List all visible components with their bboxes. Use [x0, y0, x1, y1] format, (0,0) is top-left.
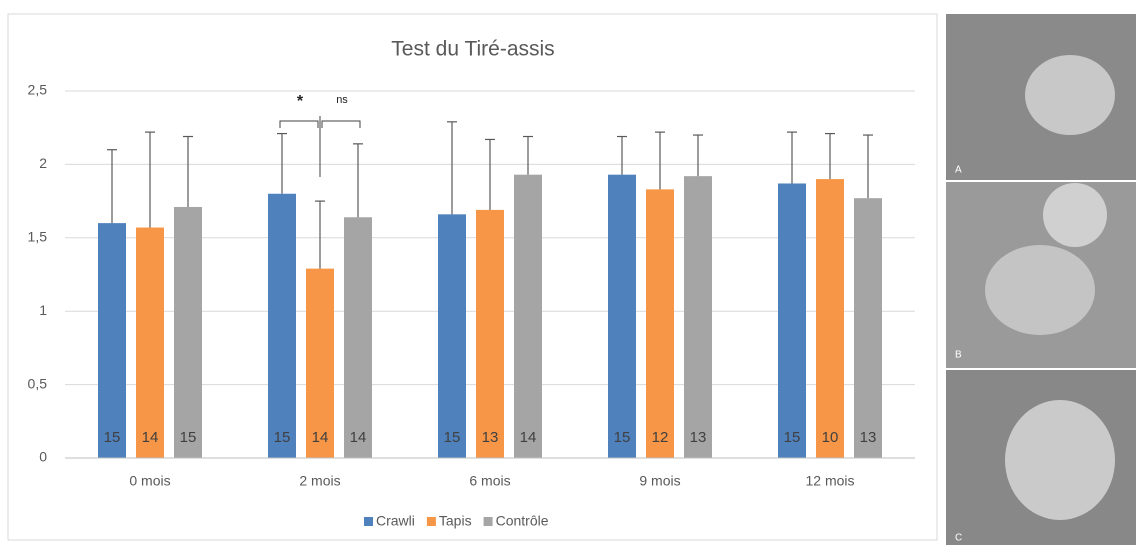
n-label: 15 — [614, 429, 631, 446]
photo-panel: A B C — [946, 14, 1136, 545]
annotation: * — [297, 93, 304, 110]
x-tick-label: 6 mois — [469, 473, 510, 489]
y-tick-label: 1,5 — [28, 229, 48, 245]
n-label: 14 — [350, 429, 367, 446]
bar — [608, 174, 636, 458]
y-tick-label: 1 — [39, 302, 47, 318]
legend-label: Crawli — [376, 513, 415, 529]
photo-label: A — [955, 165, 962, 176]
bar — [98, 223, 126, 458]
legend-swatch — [426, 517, 436, 526]
legend-label: Contrôle — [496, 513, 549, 529]
annotation: ns — [336, 94, 348, 106]
bar — [344, 217, 372, 458]
x-tick-label: 2 mois — [299, 473, 340, 489]
bracket — [279, 120, 319, 128]
n-label: 12 — [652, 429, 669, 446]
y-tick-label: 2,5 — [28, 82, 48, 98]
n-label: 15 — [784, 429, 801, 446]
legend-swatch — [483, 517, 493, 526]
photo-shape — [985, 245, 1095, 335]
x-tick-label: 0 mois — [129, 473, 170, 489]
n-label: 15 — [180, 429, 197, 446]
photo-shape — [1005, 400, 1115, 520]
bar — [646, 189, 674, 458]
bar — [174, 206, 202, 458]
n-label: 15 — [274, 429, 291, 446]
bar — [306, 268, 334, 458]
photo-label: C — [955, 533, 962, 544]
n-label: 14 — [142, 429, 159, 446]
photo-shape — [1043, 183, 1107, 247]
bar — [778, 183, 806, 458]
y-tick-label: 0,5 — [28, 375, 48, 391]
bracket — [321, 120, 361, 128]
bar — [476, 209, 504, 458]
bar — [684, 176, 712, 459]
photo-label: B — [955, 350, 962, 361]
n-label: 15 — [104, 429, 121, 446]
bar — [854, 198, 882, 458]
x-tick-label: 12 mois — [805, 473, 854, 489]
n-label: 10 — [822, 429, 839, 446]
n-label: 13 — [860, 429, 877, 446]
n-label: 13 — [482, 429, 499, 446]
n-label: 13 — [690, 429, 707, 446]
bar — [514, 174, 542, 458]
legend-swatch — [364, 517, 373, 526]
chart-title: Test du Tiré-assis — [391, 38, 554, 61]
y-tick-label: 2 — [39, 155, 47, 171]
bar — [268, 193, 296, 458]
bar — [816, 179, 844, 458]
n-label: 14 — [312, 429, 329, 446]
bar — [438, 214, 466, 458]
bar — [136, 227, 164, 458]
legend-label: Tapis — [439, 513, 472, 529]
n-label: 15 — [444, 429, 461, 446]
n-label: 14 — [520, 429, 537, 446]
x-tick-label: 9 mois — [639, 473, 680, 489]
photo-shape — [1025, 55, 1115, 135]
y-tick-label: 0 — [39, 449, 47, 465]
